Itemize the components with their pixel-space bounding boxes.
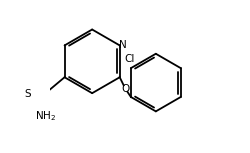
Text: S: S xyxy=(24,89,31,99)
Text: O: O xyxy=(121,84,129,94)
Text: NH$_2$: NH$_2$ xyxy=(35,109,56,123)
Text: Cl: Cl xyxy=(124,54,134,64)
Text: N: N xyxy=(118,40,126,50)
